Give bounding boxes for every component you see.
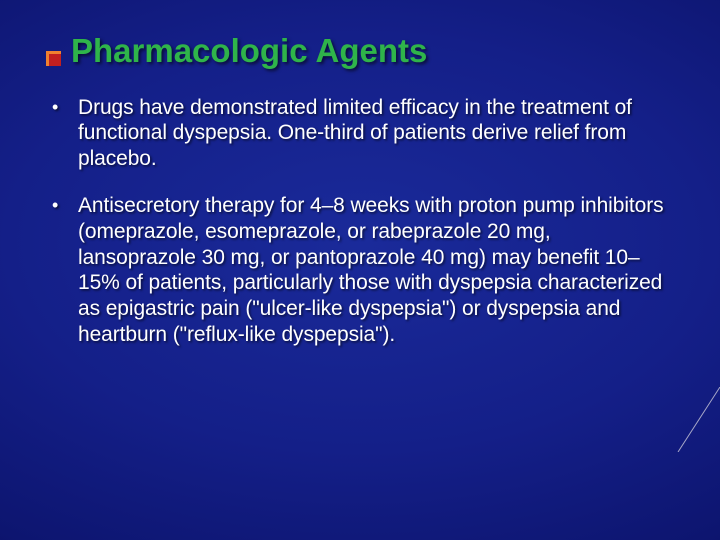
bullet-dot-icon: • [50, 193, 78, 217]
list-item: • Drugs have demonstrated limited effica… [50, 95, 674, 172]
bullet-text: Drugs have demonstrated limited efficacy… [78, 95, 674, 172]
slide: Pharmacologic Agents • Drugs have demons… [0, 0, 720, 540]
bullet-dot-icon: • [50, 95, 78, 119]
bullet-list: • Drugs have demonstrated limited effica… [50, 95, 674, 347]
decorative-corner-line-icon [672, 387, 720, 452]
title-bullet-icon [46, 51, 61, 66]
title-row: Pharmacologic Agents [46, 34, 674, 69]
bullet-text: Antisecretory therapy for 4–8 weeks with… [78, 193, 674, 347]
slide-title: Pharmacologic Agents [71, 34, 427, 69]
list-item: • Antisecretory therapy for 4–8 weeks wi… [50, 193, 674, 347]
